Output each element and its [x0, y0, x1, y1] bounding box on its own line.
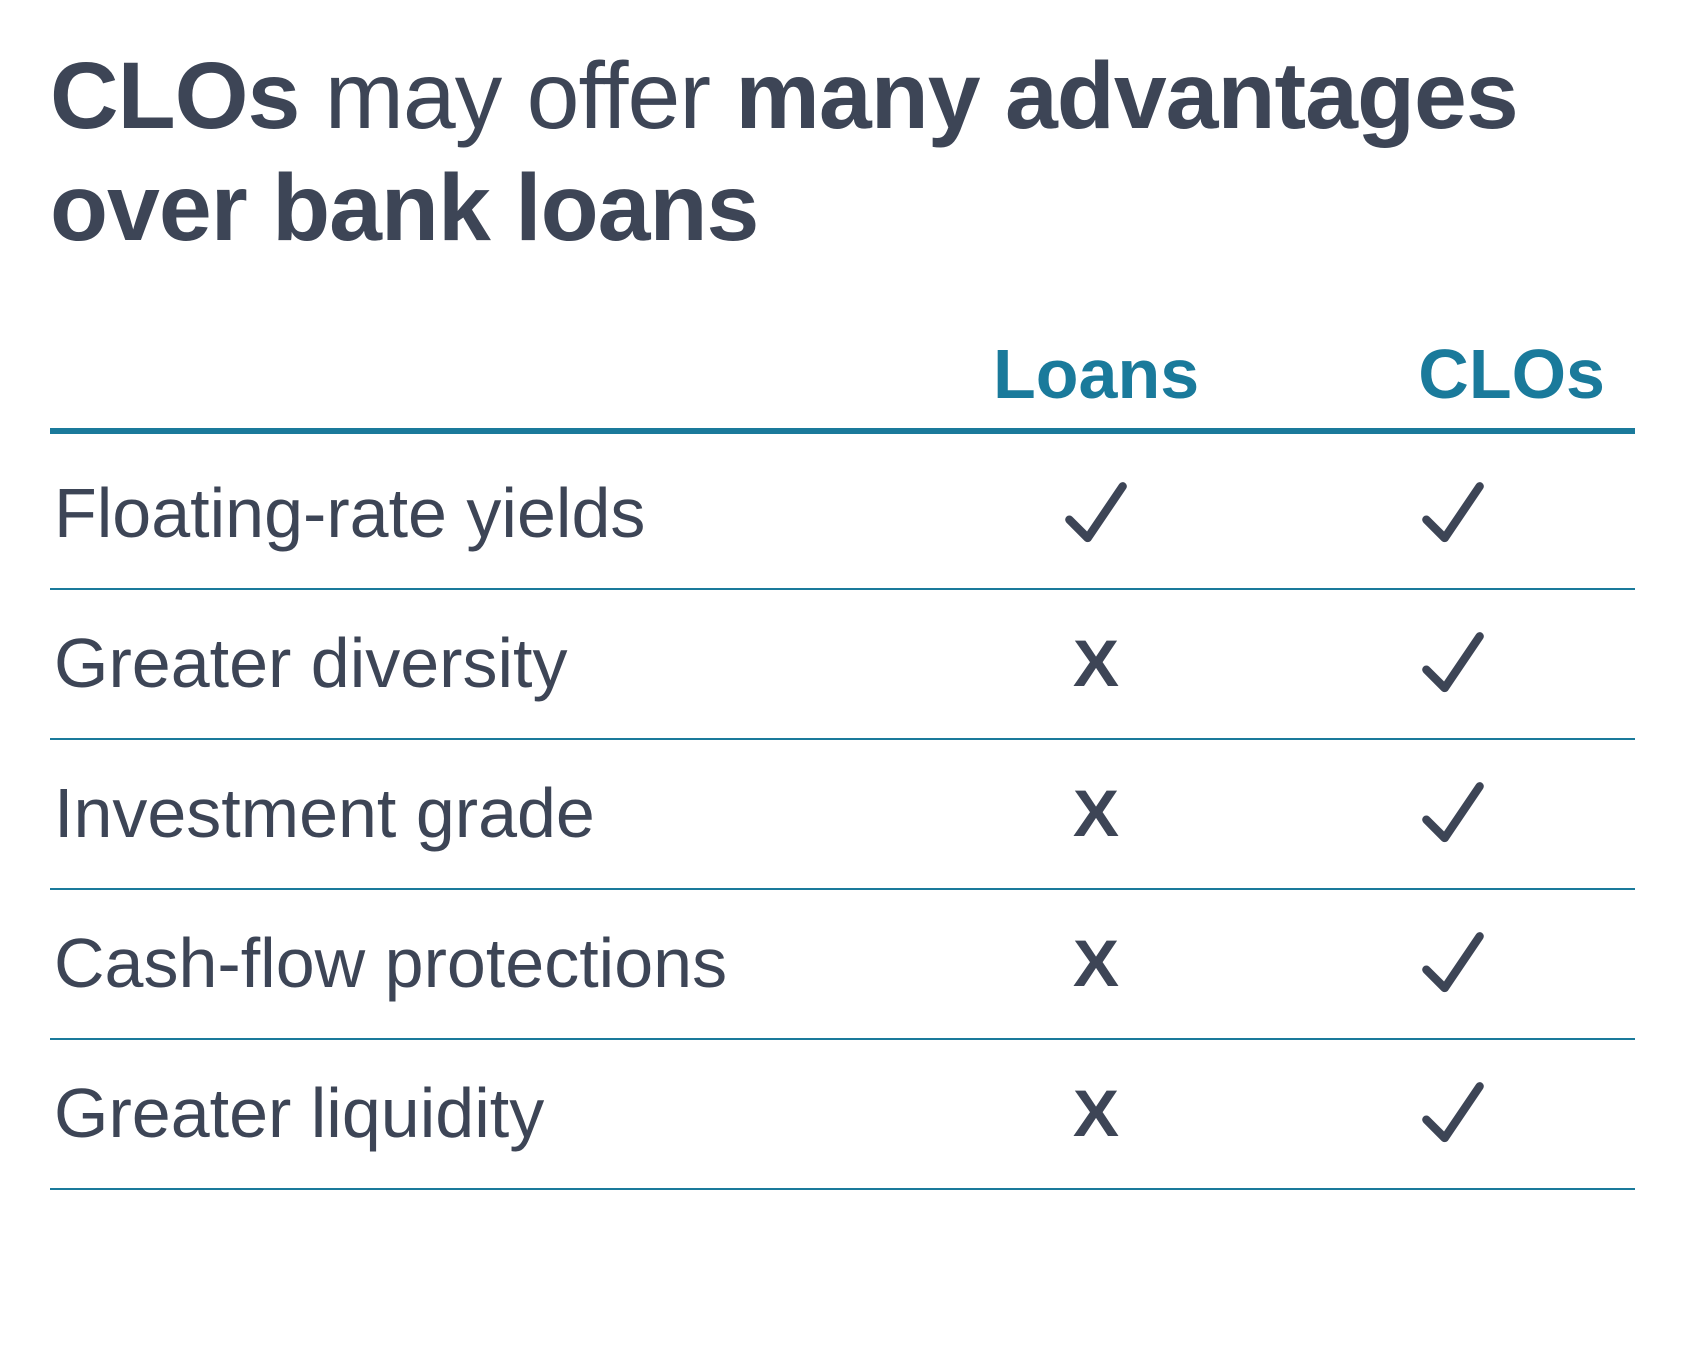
title-part2: may offer: [299, 43, 735, 149]
x-icon: X: [1051, 918, 1141, 1008]
clos-cell: [1270, 1039, 1635, 1189]
feature-label: Floating-rate yields: [50, 431, 922, 589]
clos-cell: [1270, 589, 1635, 739]
loans-cell: [922, 431, 1271, 589]
loans-cell: X: [922, 889, 1271, 1039]
clos-cell: [1270, 739, 1635, 889]
table-row: Floating-rate yields: [50, 431, 1635, 589]
check-icon: [1408, 618, 1498, 708]
feature-label: Investment grade: [50, 739, 922, 889]
x-icon: X: [1051, 618, 1141, 708]
check-icon: [1408, 918, 1498, 1008]
check-icon: [1408, 468, 1498, 558]
column-header-clos: CLOs: [1270, 334, 1635, 431]
feature-label: Cash-flow protections: [50, 889, 922, 1039]
x-icon: X: [1051, 1068, 1141, 1158]
table-row: Investment grade X: [50, 739, 1635, 889]
loans-cell: X: [922, 1039, 1271, 1189]
feature-label: Greater liquidity: [50, 1039, 922, 1189]
page: CLOs may offer many advantages over bank…: [0, 0, 1685, 1357]
loans-cell: X: [922, 589, 1271, 739]
x-icon: X: [1051, 768, 1141, 858]
check-icon: [1408, 768, 1498, 858]
comparison-table: Loans CLOs Floating-rate yieldsGreater d…: [50, 334, 1635, 1190]
table-row: Cash-flow protections X: [50, 889, 1635, 1039]
title-part1: CLOs: [50, 43, 299, 149]
page-title: CLOs may offer many advantages over bank…: [50, 40, 1635, 264]
table-row: Greater diversity X: [50, 589, 1635, 739]
check-icon: [1408, 1068, 1498, 1158]
clos-cell: [1270, 889, 1635, 1039]
check-icon: [1051, 468, 1141, 558]
table-row: Greater liquidity X: [50, 1039, 1635, 1189]
column-header-feature: [50, 334, 922, 431]
column-header-loans: Loans: [922, 334, 1271, 431]
loans-cell: X: [922, 739, 1271, 889]
feature-label: Greater diversity: [50, 589, 922, 739]
clos-cell: [1270, 431, 1635, 589]
